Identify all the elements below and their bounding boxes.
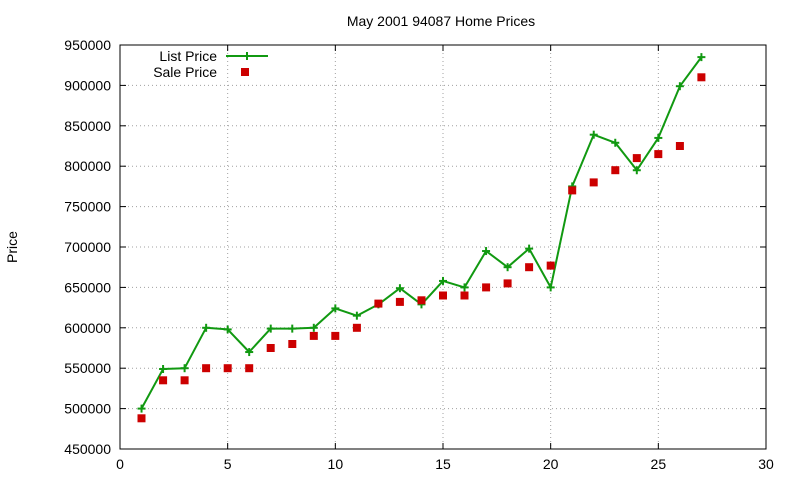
list-price-point: [395, 284, 404, 293]
list-price-point: [266, 324, 275, 333]
sale-price-point: [245, 364, 254, 373]
list-price-point: [632, 166, 641, 175]
list-price-point: [202, 323, 211, 332]
sale-price-point: [352, 323, 361, 332]
y-tick-label: 700000: [64, 239, 111, 255]
sale-price-point: [266, 344, 275, 352]
sale-price-point: [589, 178, 598, 187]
x-tick-label: 0: [116, 456, 124, 472]
sale-price-point: [439, 291, 447, 300]
sale-price-point: [331, 331, 340, 340]
y-tick-label: 750000: [64, 199, 111, 215]
list-price-point: [352, 311, 361, 320]
grid-layer: [120, 45, 766, 449]
list-price-point: [675, 82, 684, 91]
list-price-point: [137, 404, 146, 413]
list-price-point: [223, 325, 232, 334]
series-0: [137, 53, 706, 413]
list-price-point: [309, 323, 318, 332]
legend-square-marker: [241, 68, 249, 76]
legend-label: List Price: [159, 48, 217, 64]
series-1: [137, 73, 706, 423]
list-price-point: [439, 276, 447, 285]
sale-price-point: [568, 186, 577, 195]
sale-price-point: [632, 154, 641, 163]
x-tick-label: 30: [758, 456, 774, 472]
y-tick-label: 650000: [64, 279, 111, 295]
sale-price-point: [482, 283, 491, 292]
sale-price-point: [611, 166, 620, 175]
y-axis-label: Price: [4, 231, 20, 263]
list-price-point: [460, 283, 469, 292]
x-tick-label: 5: [224, 456, 232, 472]
tick-layer: 450000 500000 550000 600000 650000 700000 7500…: [64, 37, 774, 472]
list-price-point: [589, 130, 598, 139]
sale-price-point: [137, 414, 146, 423]
list-price-point: [288, 324, 297, 333]
sale-price-point: [223, 364, 232, 373]
y-tick-label: 800000: [64, 158, 111, 174]
sale-price-point: [309, 331, 318, 340]
x-tick-label: 25: [651, 456, 667, 472]
y-tick-label: 450000: [64, 441, 111, 457]
sale-price-point: [654, 150, 663, 159]
y-tick-label: 850000: [64, 118, 111, 134]
list-price-point: [482, 247, 491, 256]
list-price-point: [159, 365, 168, 374]
chart-title: May 2001 94087 Home Prices: [347, 13, 535, 29]
sale-price-point: [374, 299, 383, 308]
sale-price-point: [417, 296, 426, 305]
sale-price-point: [460, 291, 469, 300]
sale-price-point: [697, 73, 706, 82]
sale-price-point: [525, 263, 534, 272]
y-tick-label: 550000: [64, 360, 111, 376]
list-price-point: [611, 138, 620, 147]
sale-price-point: [395, 297, 404, 306]
list-price-point: [503, 263, 512, 272]
legend-label: Sale Price: [153, 64, 217, 80]
x-tick-label: 10: [328, 456, 344, 472]
list-price-point: [697, 53, 706, 62]
series-layer: [137, 53, 706, 423]
sale-price-point: [159, 376, 168, 385]
x-tick-label: 20: [543, 456, 559, 472]
y-tick-label: 900000: [64, 77, 111, 93]
sale-price-point: [675, 142, 684, 150]
list-price-point: [654, 133, 663, 142]
list-price-point: [245, 348, 254, 357]
plot-border: [119, 44, 767, 450]
sale-price-point: [202, 364, 211, 373]
sale-price-point: [546, 261, 555, 270]
sale-price-point: [180, 376, 189, 385]
list-price-line: [140, 56, 703, 410]
list-price-point: [331, 304, 340, 313]
sale-price-point: [503, 279, 512, 288]
sale-price-point: [288, 340, 297, 348]
list-price-point: [525, 244, 534, 253]
x-tick-label: 15: [435, 456, 451, 472]
list-price-point: [180, 364, 189, 373]
y-tick-label: 600000: [64, 320, 111, 336]
list-price-point: [546, 283, 555, 292]
legend-plus-marker: [243, 52, 251, 60]
y-tick-label: 950000: [64, 37, 111, 53]
y-tick-label: 500000: [64, 401, 111, 417]
